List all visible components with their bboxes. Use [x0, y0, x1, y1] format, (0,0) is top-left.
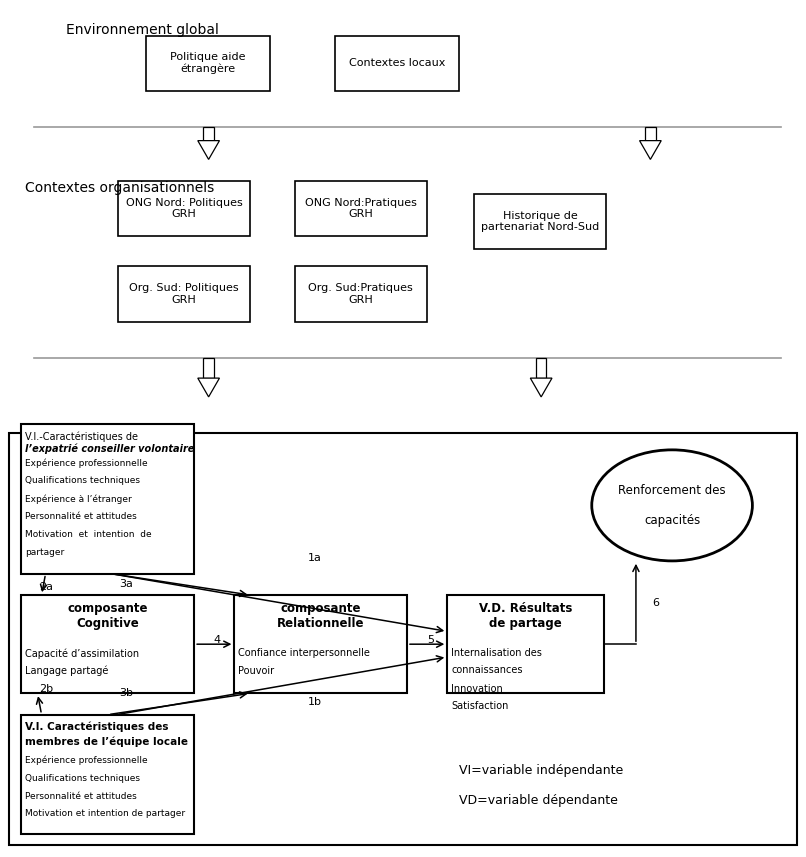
Text: Renforcement des

capacités: Renforcement des capacités — [618, 484, 726, 527]
Bar — [22, 595, 194, 693]
Bar — [22, 715, 194, 834]
Text: Capacité d’assimilation: Capacité d’assimilation — [26, 648, 139, 658]
Bar — [334, 35, 459, 91]
Bar — [203, 127, 214, 141]
Text: Langage partagé: Langage partagé — [26, 666, 109, 676]
Bar — [203, 358, 214, 378]
Text: VD=variable dépendante: VD=variable dépendante — [459, 794, 618, 806]
Text: Expérience à l’étranger: Expérience à l’étranger — [26, 494, 132, 504]
Text: Politique aide
étrangère: Politique aide étrangère — [170, 52, 246, 75]
Polygon shape — [197, 141, 219, 159]
Text: ONG Nord:Pratiques
GRH: ONG Nord:Pratiques GRH — [305, 198, 417, 219]
Bar — [2, 2, 804, 433]
Bar — [22, 424, 194, 573]
Polygon shape — [197, 378, 219, 397]
Text: Satisfaction: Satisfaction — [451, 701, 509, 711]
Bar — [118, 181, 251, 237]
Text: Contextes locaux: Contextes locaux — [349, 58, 445, 69]
Text: 3a: 3a — [119, 579, 133, 589]
Text: V.D. Résultats
de partage: V.D. Résultats de partage — [479, 602, 572, 630]
Text: partager: partager — [26, 548, 64, 557]
Text: Personnalité et attitudes: Personnalité et attitudes — [26, 512, 137, 521]
Text: Internalisation des: Internalisation des — [451, 648, 542, 658]
Text: 2b: 2b — [39, 684, 53, 694]
Text: 1a: 1a — [308, 554, 322, 563]
Bar — [10, 433, 796, 845]
Text: Environnement global: Environnement global — [65, 23, 218, 37]
Bar — [294, 267, 427, 321]
Text: VI=variable indépendante: VI=variable indépendante — [459, 764, 624, 776]
Text: V.I.-Caractéristiques de: V.I.-Caractéristiques de — [26, 431, 139, 441]
Text: Innovation: Innovation — [451, 684, 503, 694]
Text: Confiance interpersonnelle: Confiance interpersonnelle — [239, 648, 370, 658]
Text: Qualifications techniques: Qualifications techniques — [26, 774, 140, 782]
Text: connaissances: connaissances — [451, 665, 523, 675]
Text: Expérience professionnelle: Expérience professionnelle — [26, 756, 148, 765]
Bar — [474, 194, 606, 249]
Text: 4: 4 — [213, 635, 220, 645]
Bar — [146, 35, 271, 91]
Text: Personnalité et attitudes: Personnalité et attitudes — [26, 792, 137, 800]
Text: 3b: 3b — [119, 688, 133, 698]
Bar — [235, 595, 407, 693]
Bar — [447, 595, 604, 693]
Text: V.I. Caractéristiques des: V.I. Caractéristiques des — [26, 722, 169, 732]
Bar — [536, 358, 546, 378]
Text: Org. Sud:Pratiques
GRH: Org. Sud:Pratiques GRH — [309, 283, 413, 305]
Text: Pouvoir: Pouvoir — [239, 666, 275, 676]
Text: 1b: 1b — [308, 697, 322, 707]
Text: 2a: 2a — [39, 582, 53, 591]
Polygon shape — [639, 141, 661, 159]
Polygon shape — [530, 378, 552, 397]
Text: composante
Relationnelle: composante Relationnelle — [277, 602, 364, 630]
Text: membres de l’équipe locale: membres de l’équipe locale — [26, 736, 189, 746]
Text: composante
Cognitive: composante Cognitive — [68, 602, 148, 630]
Text: Expérience professionnelle: Expérience professionnelle — [26, 458, 148, 468]
Text: 6: 6 — [653, 597, 659, 608]
Text: ONG Nord: Politiques
GRH: ONG Nord: Politiques GRH — [126, 198, 243, 219]
Text: l’expatrié conseiller volontaire: l’expatrié conseiller volontaire — [26, 443, 195, 453]
Text: Motivation  et  intention  de: Motivation et intention de — [26, 530, 152, 539]
Text: Contextes organisationnels: Contextes organisationnels — [26, 181, 214, 195]
Text: Motivation et intention de partager: Motivation et intention de partager — [26, 810, 185, 818]
Ellipse shape — [592, 450, 753, 560]
Bar — [294, 181, 427, 237]
Text: Org. Sud: Politiques
GRH: Org. Sud: Politiques GRH — [129, 283, 239, 305]
Text: Qualifications techniques: Qualifications techniques — [26, 476, 140, 485]
Text: Historique de
partenariat Nord-Sud: Historique de partenariat Nord-Sud — [481, 211, 599, 232]
Text: 5: 5 — [428, 635, 434, 645]
Bar — [645, 127, 655, 141]
Bar — [118, 267, 251, 321]
